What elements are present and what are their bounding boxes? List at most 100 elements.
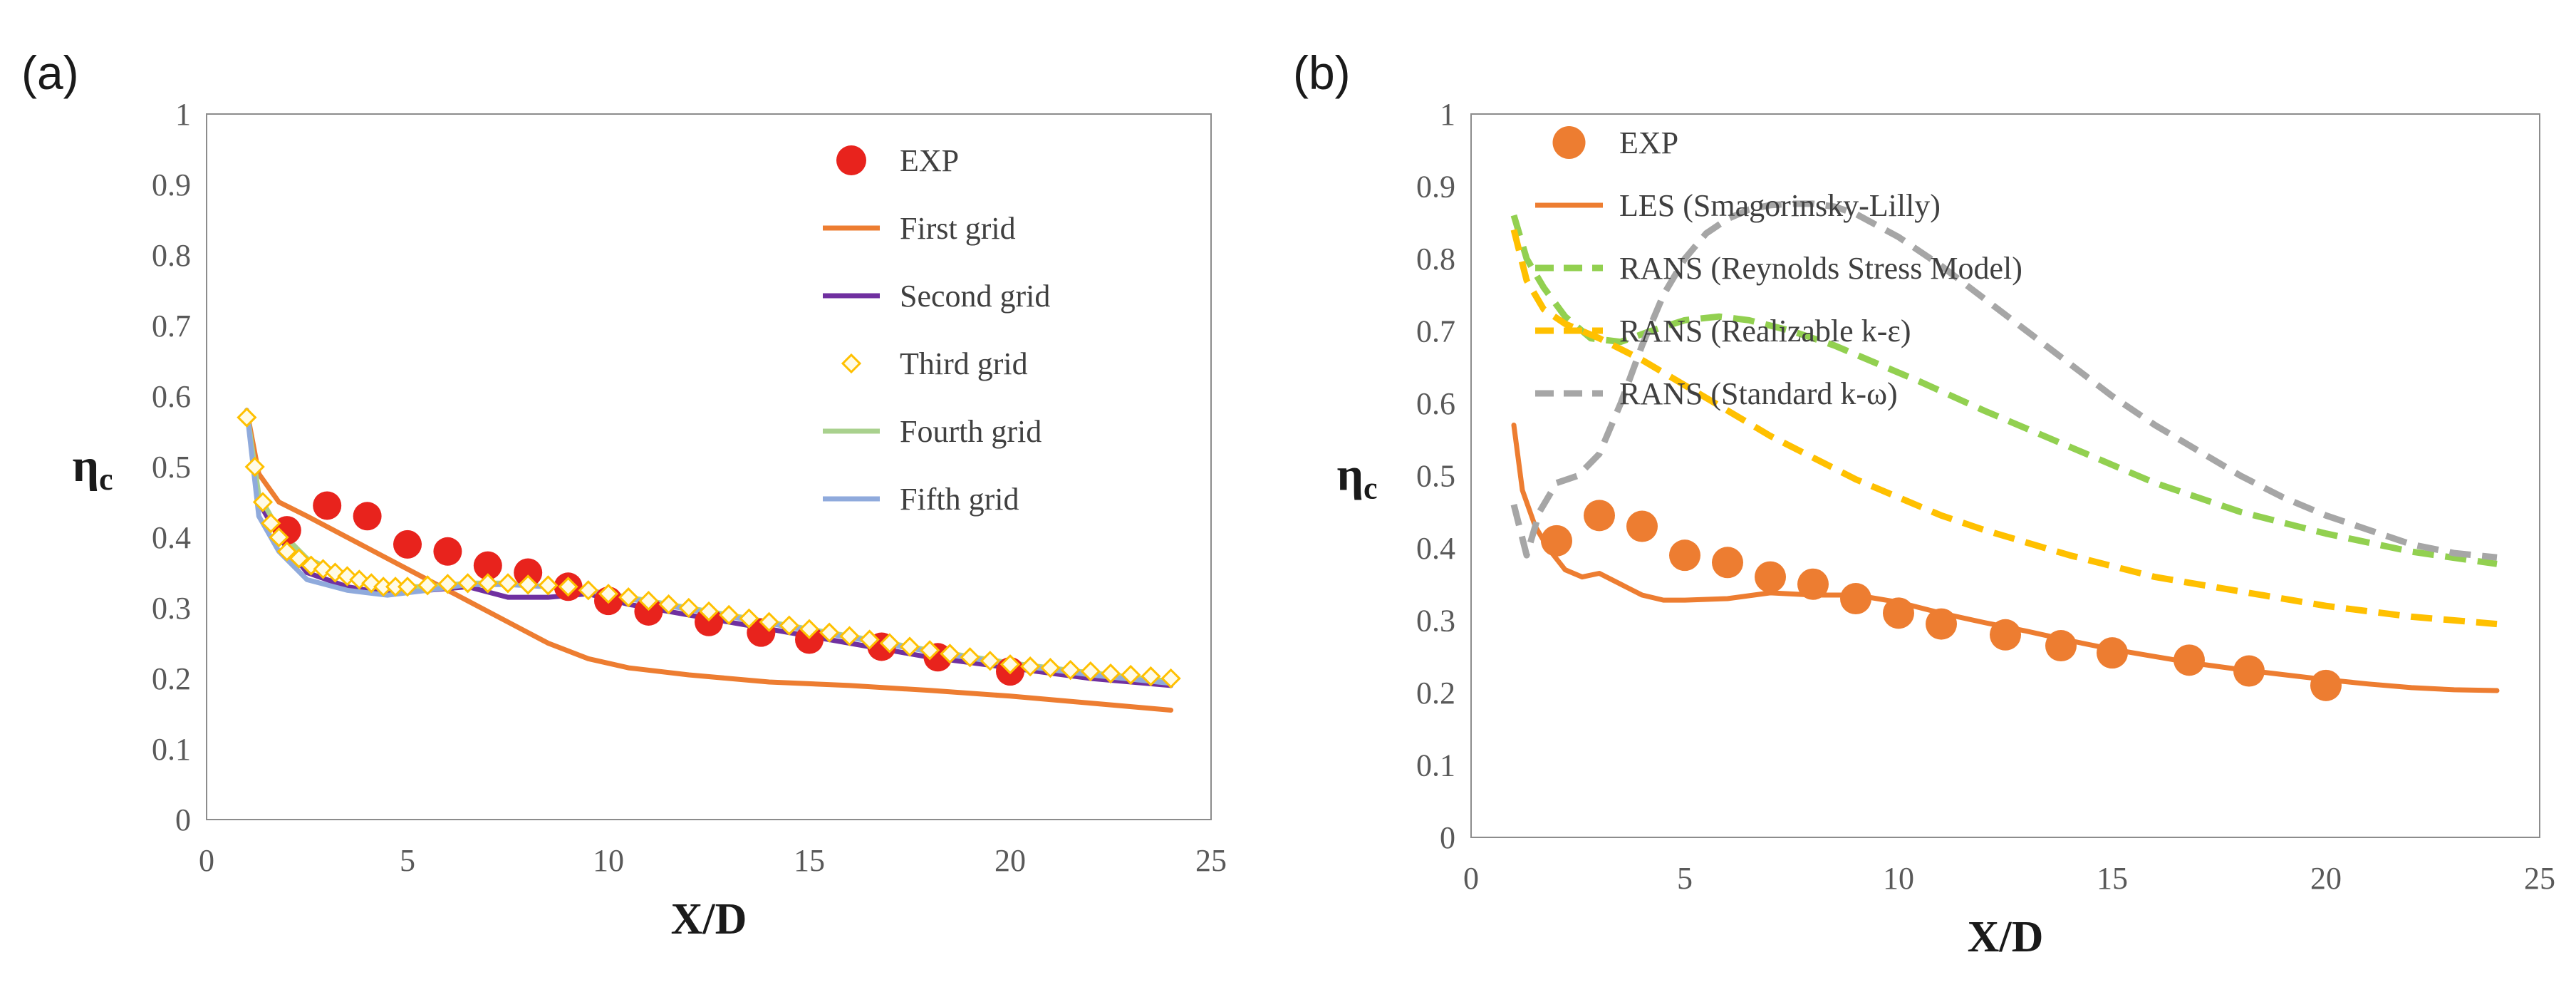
plot-frame <box>1470 113 2540 838</box>
legend-marker <box>841 353 862 374</box>
x-tick-label: 10 <box>593 843 624 878</box>
data-point <box>779 615 799 636</box>
series-line <box>244 408 1174 684</box>
legend-label: Fifth grid <box>900 482 1019 517</box>
series-line <box>244 408 1174 713</box>
data-point <box>2310 669 2342 701</box>
y-tick-label: 0.9 <box>152 167 191 202</box>
legend-item: Fourth grid <box>823 414 1042 449</box>
data-point <box>417 575 438 596</box>
data-point <box>799 619 820 639</box>
panel-b-chart: (b)00.10.20.30.40.50.60.70.80.910 5 10 15 20… <box>1293 46 2555 961</box>
data-point <box>1100 663 1121 684</box>
data-point <box>819 622 840 643</box>
data-point <box>538 575 559 596</box>
series-line <box>1510 200 2498 561</box>
series-rans-standard-k <box>1510 200 2498 561</box>
data-point <box>980 651 1000 671</box>
legend-label: Fourth grid <box>900 414 1042 449</box>
data-point <box>2097 637 2128 669</box>
legend-item: First grid <box>823 211 1016 246</box>
data-point <box>598 584 619 604</box>
y-tick-label: 0.1 <box>152 732 191 767</box>
series-fourth-grid <box>244 408 1174 684</box>
y-tick-label: 0.3 <box>152 591 191 626</box>
x-tick-label: 0 <box>199 843 214 878</box>
panel-label: (a) <box>21 46 79 99</box>
data-point <box>1141 666 1161 687</box>
y-tick-label: 0.4 <box>152 520 191 555</box>
x-tick-label: 20 <box>994 843 1026 878</box>
data-point <box>393 530 422 559</box>
data-point <box>739 608 759 629</box>
data-point <box>1584 500 1615 532</box>
x-tick-label: 20 <box>2310 861 2342 896</box>
data-point <box>269 527 289 548</box>
x-tick-label: 0 <box>1463 861 1479 896</box>
legend-label: RANS (Realizable k-ε) <box>1619 314 1911 348</box>
data-point <box>514 558 543 587</box>
data-point <box>618 587 639 608</box>
data-point <box>1883 597 1914 629</box>
y-tick-label: 0 <box>175 802 191 837</box>
data-point <box>1926 608 1957 640</box>
data-point <box>578 580 598 601</box>
data-point <box>437 574 458 594</box>
legend-label: Second grid <box>900 279 1050 314</box>
data-point <box>1060 659 1081 681</box>
legend-item: EXP <box>836 143 959 178</box>
data-point <box>261 513 281 534</box>
data-point <box>237 407 257 428</box>
x-axis-label: X/D <box>671 895 747 944</box>
data-point <box>1626 510 1658 542</box>
data-point <box>1669 539 1700 572</box>
y-axis-label: ηc <box>1336 449 1377 506</box>
data-point <box>497 573 519 594</box>
data-point <box>940 644 960 664</box>
series-line <box>244 408 1174 688</box>
y-tick-label: 1 <box>175 97 191 132</box>
legend-item: Fifth grid <box>823 482 1019 517</box>
legend-item: RANS (Reynolds Stress Model) <box>1535 251 2022 286</box>
data-point <box>1121 664 1141 686</box>
data-point <box>658 594 679 615</box>
legend-item: RANS (Standard k-ω) <box>1535 376 1898 411</box>
x-tick-label: 25 <box>1195 843 1227 878</box>
legend-label: LES (Smagorinsky-Lilly) <box>1619 188 1941 223</box>
x-tick-label: 15 <box>794 843 825 878</box>
data-point <box>999 654 1021 675</box>
y-tick-label: 0.7 <box>1416 314 1455 349</box>
series-fifth-grid <box>244 408 1174 686</box>
data-point <box>1541 525 1572 557</box>
y-tick-label: 0.2 <box>1416 676 1455 711</box>
x-tick-label: 15 <box>2097 861 2128 896</box>
x-tick-label: 5 <box>400 843 415 878</box>
data-point <box>960 647 980 668</box>
series-exp <box>1541 500 2342 701</box>
data-point <box>719 604 739 626</box>
data-point <box>1797 568 1829 600</box>
data-point <box>397 577 418 597</box>
legend-label: First grid <box>900 211 1016 246</box>
x-tick-label: 10 <box>1883 861 1914 896</box>
data-point <box>2174 644 2205 676</box>
legend-label: RANS (Standard k-ω) <box>1619 376 1898 411</box>
data-point <box>839 626 860 646</box>
y-tick-label: 0.5 <box>152 450 191 485</box>
data-point <box>558 577 578 597</box>
data-point <box>2233 655 2265 687</box>
y-tick-label: 0.8 <box>152 238 191 273</box>
data-point <box>678 597 699 619</box>
legend-label: EXP <box>1619 125 1678 160</box>
y-tick-label: 0.6 <box>1416 386 1455 421</box>
data-point <box>1990 619 2021 651</box>
series-third-grid <box>237 407 1181 689</box>
data-point <box>473 551 502 580</box>
data-point <box>477 573 498 594</box>
y-tick-label: 0.5 <box>1416 459 1455 494</box>
panel-a-chart: (a)00.10.20.30.40.50.60.70.80.910 5 10 15 20… <box>21 46 1227 944</box>
legend-item: LES (Smagorinsky-Lilly) <box>1535 188 1941 223</box>
data-point <box>289 548 309 569</box>
data-point <box>1160 668 1181 689</box>
y-tick-label: 0 <box>1440 820 1455 855</box>
